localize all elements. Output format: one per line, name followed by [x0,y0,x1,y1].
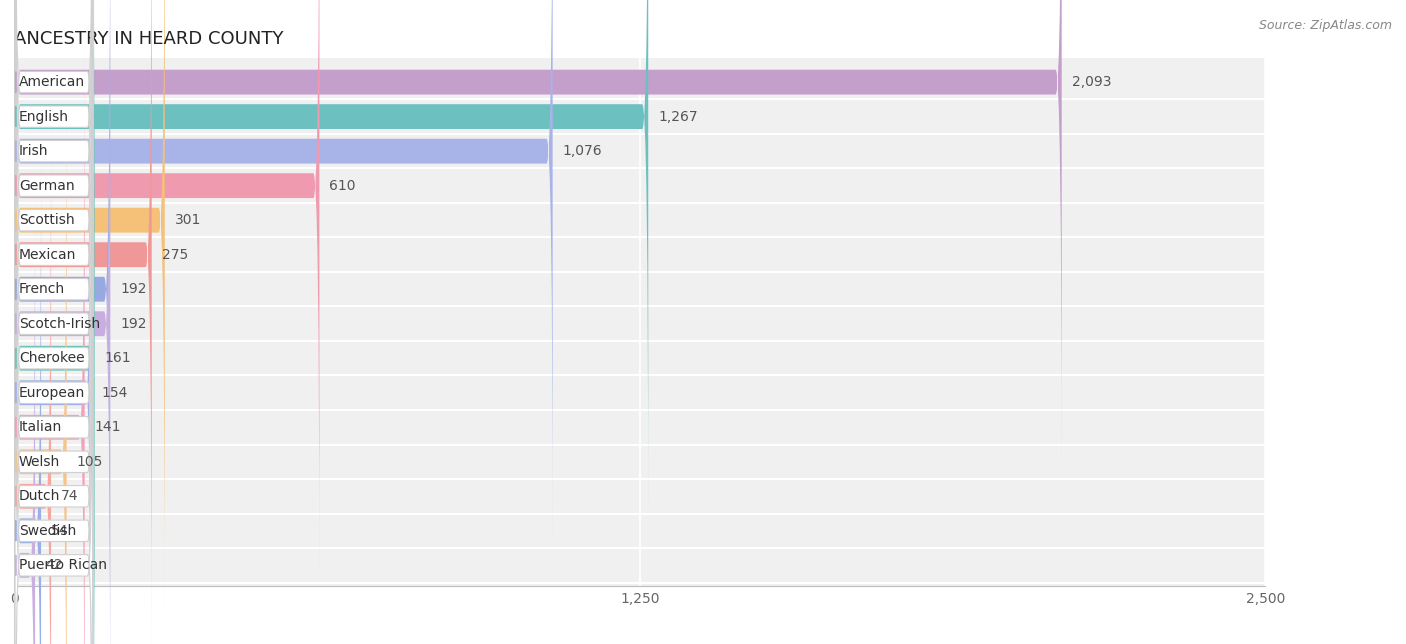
FancyBboxPatch shape [15,0,93,417]
Text: 1,267: 1,267 [658,109,697,124]
FancyBboxPatch shape [14,0,165,622]
Text: 54: 54 [51,524,69,538]
FancyBboxPatch shape [15,24,93,644]
FancyBboxPatch shape [15,231,93,644]
Text: Puerto Rican: Puerto Rican [18,558,107,573]
Text: 192: 192 [120,317,146,331]
Text: French: French [18,282,65,296]
Text: Welsh: Welsh [18,455,60,469]
Text: German: German [18,178,75,193]
Text: 105: 105 [77,455,103,469]
FancyBboxPatch shape [15,0,93,451]
Text: 275: 275 [162,248,188,261]
Text: 1,076: 1,076 [562,144,602,158]
Text: ANCESTRY IN HEARD COUNTY: ANCESTRY IN HEARD COUNTY [14,30,284,48]
FancyBboxPatch shape [15,0,93,486]
Text: Scotch-Irish: Scotch-Irish [18,317,100,331]
FancyBboxPatch shape [15,0,93,589]
FancyBboxPatch shape [15,0,93,554]
FancyBboxPatch shape [15,59,93,644]
FancyBboxPatch shape [15,0,93,644]
Text: 192: 192 [120,282,146,296]
FancyBboxPatch shape [14,0,110,644]
Text: Swedish: Swedish [18,524,76,538]
FancyBboxPatch shape [14,0,648,518]
FancyBboxPatch shape [15,162,93,644]
FancyBboxPatch shape [14,26,84,644]
FancyBboxPatch shape [14,0,110,644]
FancyBboxPatch shape [14,0,319,587]
FancyBboxPatch shape [14,164,35,644]
FancyBboxPatch shape [14,95,51,644]
Text: 2,093: 2,093 [1071,75,1111,89]
FancyBboxPatch shape [14,0,1062,484]
Text: English: English [18,109,69,124]
Text: Scottish: Scottish [18,213,75,227]
Text: Cherokee: Cherokee [18,351,84,365]
FancyBboxPatch shape [15,0,93,623]
FancyBboxPatch shape [15,93,93,644]
Text: 74: 74 [60,489,79,504]
Text: 161: 161 [104,351,131,365]
FancyBboxPatch shape [14,0,152,644]
Text: 154: 154 [101,386,128,400]
FancyBboxPatch shape [14,0,91,644]
Text: Irish: Irish [18,144,48,158]
FancyBboxPatch shape [14,0,94,644]
Text: Mexican: Mexican [18,248,76,261]
Text: Dutch: Dutch [18,489,60,504]
FancyBboxPatch shape [15,196,93,644]
Text: Italian: Italian [18,421,62,434]
Text: 141: 141 [94,421,121,434]
FancyBboxPatch shape [14,0,553,553]
Text: 42: 42 [45,558,63,573]
FancyBboxPatch shape [14,129,41,644]
FancyBboxPatch shape [15,128,93,644]
FancyBboxPatch shape [14,60,66,644]
Text: European: European [18,386,86,400]
Text: 610: 610 [329,178,356,193]
Text: 301: 301 [174,213,201,227]
Text: Source: ZipAtlas.com: Source: ZipAtlas.com [1258,19,1392,32]
FancyBboxPatch shape [15,0,93,520]
Text: American: American [18,75,84,89]
